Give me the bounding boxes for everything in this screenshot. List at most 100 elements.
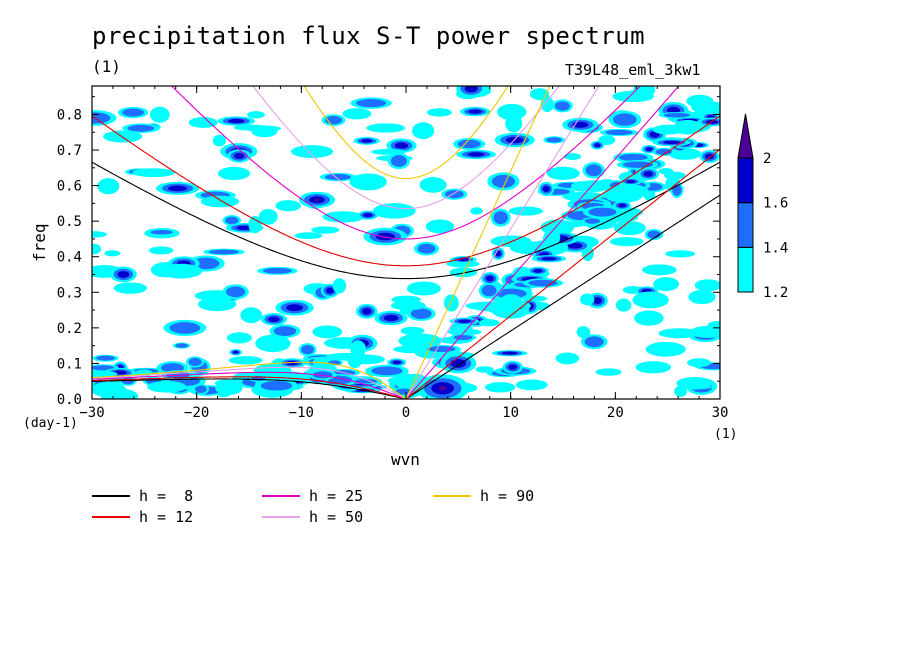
spectral-blob — [332, 278, 347, 294]
spectral-blob — [122, 108, 145, 117]
spectral-blob — [576, 326, 591, 339]
spectral-blob — [262, 267, 292, 274]
inertia-gravity-curve-h25 — [170, 86, 642, 240]
colorbar-label: 1.4 — [763, 240, 788, 256]
spectral-blob — [605, 129, 633, 136]
spectral-blob — [645, 147, 653, 152]
spectral-blob — [643, 171, 654, 177]
x-tick-label: 10 — [502, 405, 519, 421]
spectral-blob — [225, 216, 239, 225]
spectral-blob — [248, 215, 262, 234]
spectral-blob — [457, 319, 471, 323]
rossby-curve-h90 — [92, 361, 407, 399]
spectral-blob — [554, 101, 570, 111]
spectral-blob — [387, 376, 408, 385]
kelvin-curve-h25 — [405, 86, 680, 399]
spectral-blob — [426, 108, 452, 117]
colorbar-label: 2 — [763, 151, 771, 167]
spectral-blob — [663, 171, 686, 180]
spectral-blob — [375, 232, 395, 241]
spectral-blob — [653, 277, 680, 292]
rossby-curve-h50 — [92, 366, 407, 399]
spectral-blob — [150, 229, 173, 235]
x-tick-label: −30 — [79, 405, 104, 421]
spectral-blob — [478, 319, 500, 327]
spectral-blob — [356, 99, 387, 108]
spectral-blob — [453, 334, 473, 341]
spectral-blob — [148, 246, 174, 255]
spectral-blob — [159, 263, 203, 279]
spectral-blob — [325, 352, 369, 361]
spectral-blob — [618, 203, 627, 208]
spectral-blob — [275, 200, 301, 212]
spectral-blob — [92, 381, 127, 398]
spectral-blob — [606, 184, 649, 199]
spectral-blob — [497, 103, 527, 121]
spectral-blob — [419, 177, 447, 193]
spectral-blob — [92, 112, 111, 124]
spectral-blob — [214, 379, 241, 387]
spectral-blob — [360, 139, 373, 143]
x-tick-label: 0 — [402, 405, 410, 421]
dispersion-curves — [92, 86, 720, 399]
kelvin-curve-h90 — [405, 86, 551, 399]
y-tick-label: 0.6 — [57, 179, 82, 195]
spectral-blob — [363, 213, 373, 218]
spectral-blob — [240, 307, 263, 324]
spectral-blob — [273, 326, 297, 337]
spectral-blob — [392, 360, 401, 365]
spectral-blob — [161, 363, 184, 373]
spectral-blob — [674, 385, 688, 397]
spectral-blob — [585, 164, 602, 177]
spectral-blob — [175, 343, 188, 348]
spectral-blob — [372, 203, 416, 219]
spectral-blob — [618, 153, 648, 162]
spectral-blob — [255, 334, 291, 353]
spectral-blob — [665, 250, 696, 258]
spectral-blob — [314, 198, 320, 202]
spectral-blob — [645, 341, 686, 357]
spectral-blob — [634, 310, 664, 326]
spectral-blob — [92, 370, 118, 378]
spectral-blob — [533, 269, 543, 273]
spectral-blob — [485, 275, 494, 282]
spectral-blob — [132, 168, 175, 178]
spectral-blob — [676, 377, 713, 390]
spectral-blob — [580, 293, 595, 306]
spectral-blob — [149, 106, 170, 123]
spectral-blob — [484, 382, 516, 393]
spectral-blob — [127, 124, 155, 132]
spectral-blob — [226, 286, 246, 298]
spectral-blob — [312, 325, 343, 339]
spectral-blob — [92, 243, 102, 255]
rossby-curve-h25 — [92, 371, 407, 399]
spectral-blob — [233, 152, 245, 159]
spectral-blob — [147, 381, 187, 393]
spectral-blob — [594, 143, 601, 148]
spectral-blob — [366, 123, 406, 133]
inertia-gravity-curve-h8 — [92, 161, 720, 280]
spectral-blob — [104, 250, 121, 257]
spectral-blob — [260, 381, 293, 391]
x-tick-label: 30 — [712, 405, 729, 421]
x-tick-label: 20 — [607, 405, 624, 421]
spectral-blob — [609, 237, 644, 247]
spectral-blob — [226, 332, 252, 344]
legend-label-h8: h = 8 — [139, 487, 194, 505]
legend-label-h50: h = 50 — [309, 508, 364, 526]
spectral-blob — [410, 308, 432, 319]
spectral-blob — [493, 211, 508, 225]
spectral-blob — [481, 284, 497, 297]
spectral-blob — [632, 291, 669, 309]
spectral-blob — [258, 208, 278, 225]
legend-line-h50 — [262, 516, 300, 518]
spectral-blob — [584, 336, 604, 348]
spectral-blob — [515, 379, 548, 391]
spectral-blob — [117, 270, 130, 278]
inertia-gravity-curve-h12 — [92, 115, 720, 267]
spectral-blob — [705, 153, 714, 160]
spectral-blob — [383, 314, 399, 322]
spectral-blob — [543, 230, 561, 245]
spectral-blob — [468, 109, 482, 114]
y-tick-label: 0.8 — [57, 107, 82, 123]
